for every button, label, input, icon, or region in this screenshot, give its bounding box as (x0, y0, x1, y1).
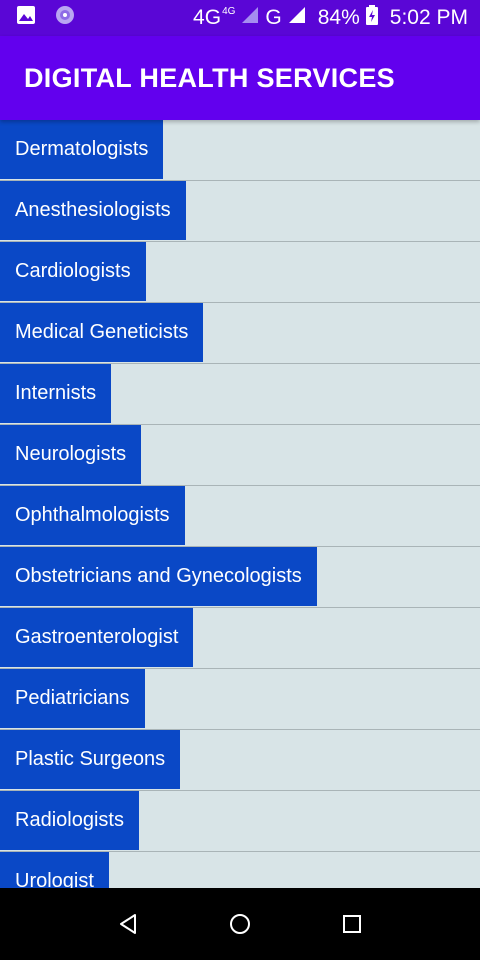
network-type: 4G 4G (193, 6, 235, 30)
list-item: Dermatologists (0, 120, 480, 181)
list-item: Cardiologists (0, 242, 480, 303)
list-item: Anesthesiologists (0, 181, 480, 242)
clock: 5:02 PM (389, 6, 468, 29)
list-item: Medical Geneticists (0, 303, 480, 364)
status-bar: 4G 4G G 84% 5:02 PM (0, 0, 480, 36)
signal-icon (241, 6, 259, 30)
specialist-button[interactable]: Ophthalmologists (0, 486, 185, 545)
specialist-button[interactable]: Internists (0, 364, 112, 423)
specialist-button[interactable]: Obstetricians and Gynecologists (0, 547, 317, 606)
list-item: Pediatricians (0, 669, 480, 730)
network-superscript: 4G (222, 6, 236, 17)
home-icon[interactable] (220, 904, 260, 944)
signal-icon (288, 6, 306, 30)
navigation-bar (0, 888, 480, 960)
list-item: Obstetricians and Gynecologists (0, 547, 480, 608)
specialist-button[interactable]: Plastic Surgeons (0, 730, 181, 789)
specialist-button[interactable]: Cardiologists (0, 242, 146, 301)
list-item: Plastic Surgeons (0, 730, 480, 791)
network-label-2: G (265, 6, 282, 29)
recents-icon[interactable] (332, 904, 372, 944)
specialist-button[interactable]: Urologist (0, 852, 109, 888)
list-item: Gastroenterologist (0, 608, 480, 669)
list-item: Ophthalmologists (0, 486, 480, 547)
specialist-button[interactable]: Dermatologists (0, 120, 164, 179)
specialist-button[interactable]: Medical Geneticists (0, 303, 204, 362)
image-icon (16, 5, 36, 31)
battery-icon (365, 5, 378, 31)
specialist-list[interactable]: Dermatologists Anesthesiologists Cardiol… (0, 120, 480, 888)
specialist-button[interactable]: Neurologists (0, 425, 142, 484)
battery-percent: 84% (317, 6, 360, 29)
specialist-button[interactable]: Radiologists (0, 791, 139, 850)
specialist-button[interactable]: Anesthesiologists (0, 181, 186, 240)
status-left (16, 4, 76, 32)
back-icon[interactable] (108, 904, 148, 944)
specialist-button[interactable]: Gastroenterologist (0, 608, 194, 667)
list-item: Internists (0, 364, 480, 425)
list-item: Neurologists (0, 425, 480, 486)
app-title: DIGITAL HEALTH SERVICES (24, 62, 395, 93)
list-item: Radiologists (0, 791, 480, 852)
settings-circle-icon (54, 4, 76, 32)
status-right: 4G 4G G 84% 5:02 PM (193, 5, 468, 31)
app-bar: DIGITAL HEALTH SERVICES (0, 36, 480, 120)
list-item: Urologist (0, 852, 480, 888)
network-label: 4G (193, 6, 222, 29)
specialist-button[interactable]: Pediatricians (0, 669, 145, 728)
